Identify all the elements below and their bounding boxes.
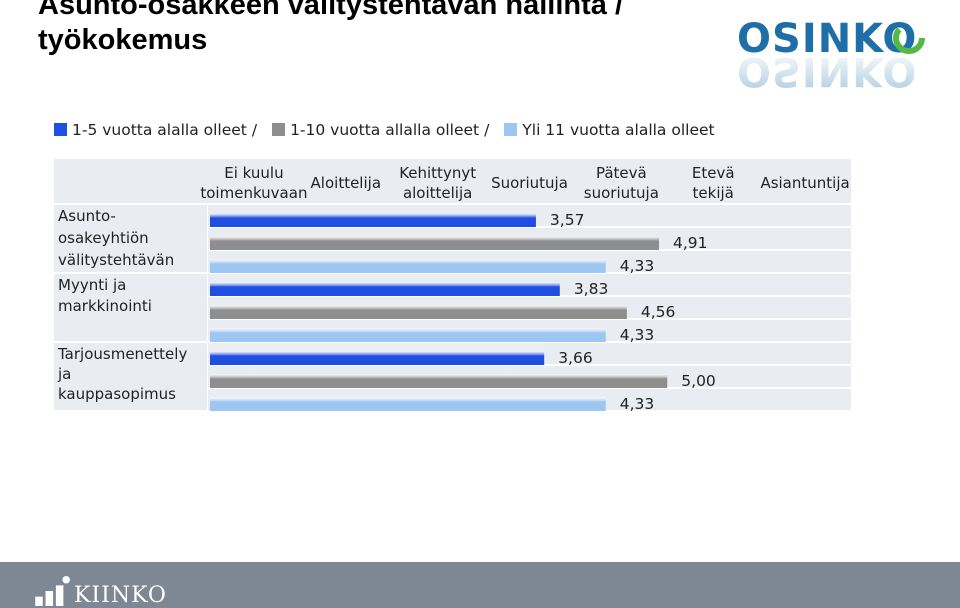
bar bbox=[210, 397, 606, 411]
scale-label: Kehittynyt aloittelija bbox=[399, 164, 476, 202]
chart-legend: 1-5 vuotta alalla olleet/ 1-10 vuotta al… bbox=[54, 121, 717, 143]
category-band bbox=[54, 343, 207, 410]
scale-label-line: Suoriutuja bbox=[491, 174, 568, 192]
scale-label-line: Aloittelija bbox=[311, 174, 381, 192]
legend-label: 1-5 vuotta alalla olleet bbox=[72, 121, 247, 139]
kiinko-logo-text: KIINKO bbox=[74, 583, 167, 608]
legend-separator: / bbox=[484, 121, 490, 139]
legend-item-series-2: 1-10 vuotta allalla olleet / bbox=[272, 121, 497, 139]
data-label: 3,57 bbox=[550, 211, 585, 229]
scale-label: Aloittelija bbox=[311, 174, 381, 192]
bar bbox=[210, 351, 545, 365]
scale-label-line: toimenkuvaan bbox=[200, 184, 307, 202]
legend-item-series-1: 1-5 vuotta alalla olleet / bbox=[54, 121, 265, 139]
scale-label: Ei kuulu toimenkuvaan bbox=[200, 164, 307, 202]
scale-label: Etevä tekijä bbox=[692, 164, 735, 202]
scale-label-line: Etevä bbox=[692, 164, 735, 182]
legend-swatch bbox=[504, 123, 518, 136]
category-label-line: välitystehtävän bbox=[58, 251, 174, 269]
scale-label-line: Ei kuulu bbox=[224, 164, 283, 182]
bar bbox=[210, 282, 560, 296]
scale-label: Asiantuntija bbox=[760, 174, 849, 192]
data-label: 3,66 bbox=[558, 349, 593, 367]
scale-label-line: tekijä bbox=[693, 184, 734, 202]
data-label: 4,91 bbox=[673, 234, 708, 252]
legend-label: Yli 11 vuotta alalla olleet bbox=[522, 121, 715, 139]
legend-separator: / bbox=[251, 121, 258, 139]
kiinko-logo-icon bbox=[35, 576, 70, 606]
osinko-logo-reflection: OSINKO bbox=[737, 48, 917, 94]
category-label-line: markkinointi bbox=[58, 297, 152, 315]
category-label-line: kauppasopimus bbox=[58, 385, 176, 403]
scale-label: Suoriutuja bbox=[491, 174, 568, 192]
category-label-line: ja bbox=[57, 365, 71, 383]
category-label-line: osakeyhtiön bbox=[58, 229, 149, 247]
bar bbox=[210, 305, 627, 319]
legend-swatch bbox=[54, 123, 67, 136]
category-band bbox=[54, 274, 207, 341]
bar bbox=[210, 259, 606, 273]
category-label-line: Tarjousmenettely bbox=[57, 345, 187, 363]
category-label-line: Myynti ja bbox=[58, 276, 126, 294]
data-label: 4,33 bbox=[620, 326, 655, 344]
data-label: 5,00 bbox=[681, 372, 716, 390]
scale-label-line: Pätevä bbox=[596, 164, 647, 182]
bar bbox=[210, 374, 668, 388]
footer-bar bbox=[0, 562, 960, 608]
data-label: 4,56 bbox=[641, 303, 676, 321]
scale-label-line: suoriutuja bbox=[584, 184, 659, 202]
scale-label: Pätevä suoriutuja bbox=[584, 164, 659, 202]
osinko-logo-green-dot bbox=[893, 22, 925, 54]
chart-header-band bbox=[54, 159, 851, 203]
data-label: 4,33 bbox=[620, 257, 655, 275]
bar bbox=[210, 213, 536, 227]
data-label: 4,33 bbox=[620, 395, 655, 413]
osinko-logo-text: OSINKO bbox=[737, 16, 917, 62]
scale-label-line: Kehittynyt bbox=[399, 164, 476, 182]
scale-label-line: aloittelija bbox=[403, 184, 472, 202]
category-label: Tarjousmenettely ja kauppasopimus bbox=[57, 345, 187, 403]
legend-label: 1-10 vuotta allalla olleet bbox=[290, 121, 480, 139]
bar bbox=[210, 328, 606, 342]
data-label: 3,83 bbox=[574, 280, 609, 298]
category-label-line: Asunto- bbox=[58, 207, 116, 225]
osinko-logo: OSINKO OSINKO bbox=[737, 16, 925, 94]
legend-item-series-3: Yli 11 vuotta alalla olleet bbox=[504, 121, 715, 139]
category-band bbox=[54, 205, 207, 272]
slide-title: Asunto-osakkeen välitystehtävän hallinta… bbox=[38, 0, 624, 56]
scale-label-line: Asiantuntija bbox=[760, 174, 849, 192]
category-label: Myynti ja markkinointi bbox=[58, 276, 152, 315]
bar bbox=[210, 236, 660, 250]
legend-swatch bbox=[272, 123, 286, 136]
